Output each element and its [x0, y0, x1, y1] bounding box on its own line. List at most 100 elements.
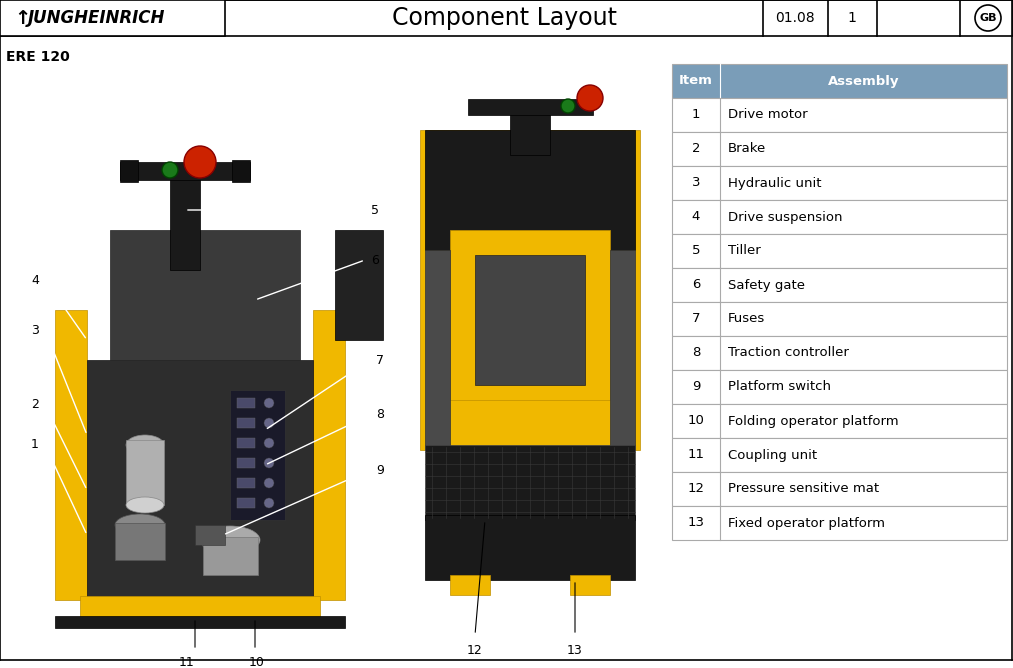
Text: 11: 11: [179, 656, 194, 668]
Bar: [230, 390, 285, 520]
Bar: [672, 472, 1007, 506]
Bar: [672, 234, 1007, 268]
Circle shape: [264, 438, 274, 448]
Bar: [120, 160, 138, 182]
Text: Folding operator platform: Folding operator platform: [728, 415, 899, 428]
Bar: [55, 310, 87, 600]
Bar: [672, 438, 1007, 472]
Bar: [475, 255, 585, 385]
Text: 7: 7: [376, 353, 384, 367]
Bar: [232, 160, 250, 182]
Bar: [0, 0, 225, 36]
Text: Safety gate: Safety gate: [728, 279, 805, 291]
Circle shape: [561, 99, 575, 113]
Circle shape: [975, 5, 1001, 31]
Bar: [672, 404, 1007, 438]
Bar: [87, 360, 313, 600]
Text: 3: 3: [692, 176, 700, 190]
Bar: [610, 250, 635, 450]
Bar: [570, 575, 610, 595]
Ellipse shape: [126, 497, 164, 513]
Text: 6: 6: [371, 253, 379, 267]
Bar: [672, 268, 1007, 302]
Text: Assembly: Assembly: [828, 75, 900, 88]
Text: 8: 8: [692, 347, 700, 359]
Text: Fuses: Fuses: [728, 313, 765, 325]
Text: Pressure sensitive mat: Pressure sensitive mat: [728, 482, 879, 496]
Text: 13: 13: [688, 516, 704, 530]
Text: Component Layout: Component Layout: [392, 6, 618, 30]
Text: Hydraulic unit: Hydraulic unit: [728, 176, 822, 190]
Text: 10: 10: [249, 656, 265, 668]
Text: 6: 6: [692, 279, 700, 291]
Text: 11: 11: [688, 448, 704, 462]
Text: 5: 5: [692, 244, 700, 257]
Text: 9: 9: [376, 464, 384, 476]
Text: GB: GB: [980, 13, 997, 23]
Bar: [115, 523, 165, 560]
Bar: [672, 166, 1007, 200]
Circle shape: [264, 478, 274, 488]
Bar: [672, 506, 1007, 540]
Bar: [55, 616, 345, 628]
Ellipse shape: [200, 526, 260, 554]
Bar: [237, 478, 255, 488]
Bar: [80, 596, 320, 618]
Text: 1: 1: [692, 108, 700, 122]
Text: 3: 3: [31, 323, 38, 337]
Text: 01.08: 01.08: [775, 11, 814, 25]
Bar: [425, 515, 635, 580]
Bar: [672, 132, 1007, 166]
Bar: [194, 525, 225, 545]
Text: 4: 4: [692, 210, 700, 224]
Bar: [420, 130, 640, 450]
Text: 1: 1: [848, 11, 856, 25]
Bar: [335, 230, 383, 340]
Text: 10: 10: [688, 415, 704, 428]
Text: Brake: Brake: [728, 142, 766, 156]
Text: Tiller: Tiller: [728, 244, 761, 257]
Bar: [672, 200, 1007, 234]
Ellipse shape: [126, 435, 164, 455]
Text: 13: 13: [567, 644, 582, 657]
Bar: [425, 130, 635, 250]
Circle shape: [264, 458, 274, 468]
Text: 12: 12: [467, 644, 483, 657]
Circle shape: [162, 162, 178, 178]
Bar: [468, 99, 593, 115]
Text: Coupling unit: Coupling unit: [728, 448, 817, 462]
Text: 7: 7: [692, 313, 700, 325]
Bar: [672, 302, 1007, 336]
Text: Traction controller: Traction controller: [728, 347, 849, 359]
Circle shape: [264, 398, 274, 408]
Text: Fixed operator platform: Fixed operator platform: [728, 516, 885, 530]
Bar: [313, 310, 345, 600]
Text: 9: 9: [692, 381, 700, 393]
Text: Item: Item: [679, 75, 713, 88]
Circle shape: [577, 85, 603, 111]
Bar: [425, 445, 635, 520]
Text: 8: 8: [376, 409, 384, 422]
Text: 4: 4: [31, 273, 38, 287]
Bar: [0, 0, 1013, 36]
Circle shape: [184, 146, 216, 178]
Text: ↑: ↑: [14, 9, 30, 27]
Bar: [672, 370, 1007, 404]
Circle shape: [264, 498, 274, 508]
Bar: [237, 398, 255, 408]
Bar: [203, 537, 258, 575]
Bar: [425, 250, 450, 450]
Text: JUNGHEINRICH: JUNGHEINRICH: [28, 9, 165, 27]
Bar: [126, 440, 164, 505]
Text: 12: 12: [688, 482, 704, 496]
Text: Drive suspension: Drive suspension: [728, 210, 843, 224]
Bar: [237, 458, 255, 468]
Bar: [237, 418, 255, 428]
Text: 5: 5: [371, 204, 379, 216]
Bar: [672, 64, 1007, 98]
Bar: [120, 162, 250, 180]
Bar: [510, 105, 550, 155]
Bar: [170, 170, 200, 270]
Text: 2: 2: [31, 399, 38, 411]
Ellipse shape: [115, 514, 165, 536]
